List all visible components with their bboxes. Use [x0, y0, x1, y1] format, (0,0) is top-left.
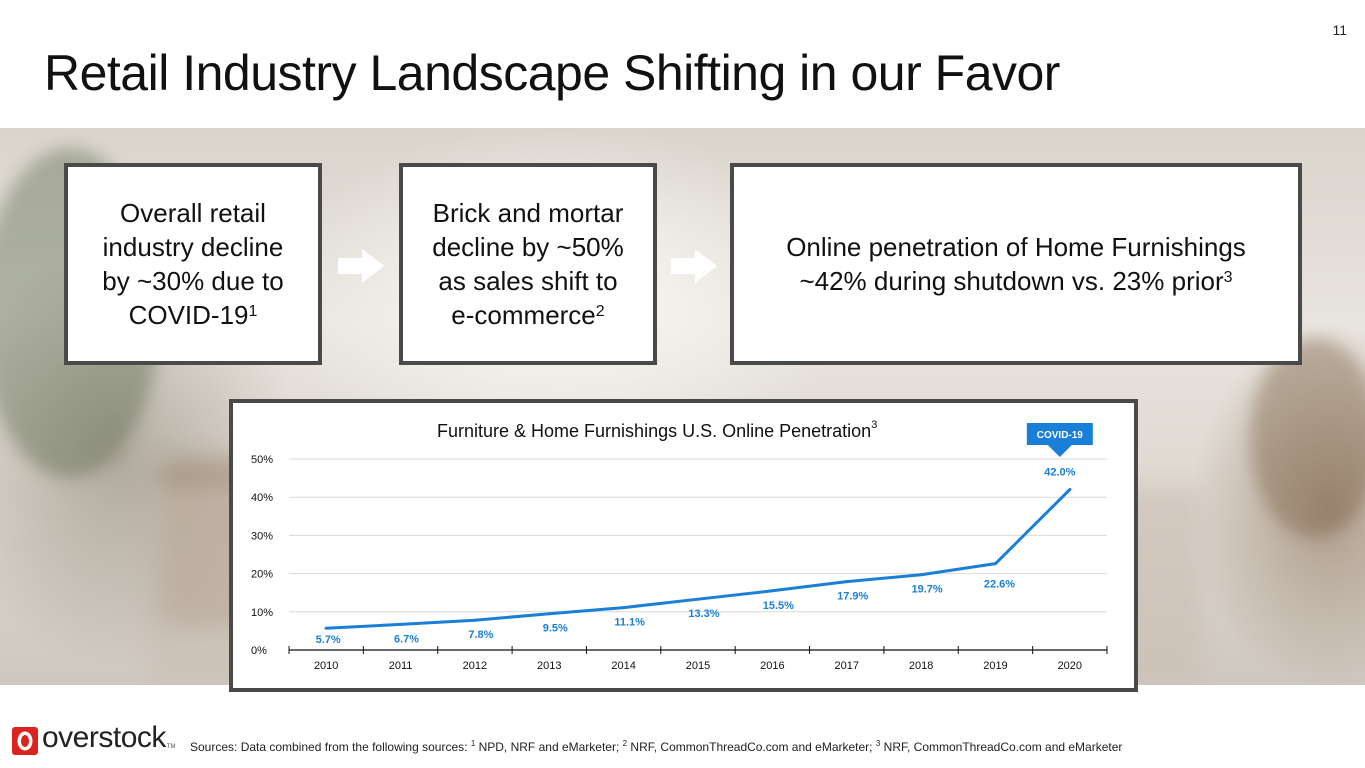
data-point — [622, 606, 626, 610]
data-point — [770, 589, 774, 593]
footnote-ref: 2 — [595, 303, 605, 320]
sources-prefix: Sources: Data combined from the followin… — [190, 740, 471, 754]
y-tick-label: 20% — [251, 569, 273, 581]
sources-footnote: Sources: Data combined from the followin… — [190, 739, 1123, 754]
source-ref: 1 — [470, 739, 476, 748]
box-line: Brick and mortar — [432, 198, 624, 228]
slide-title: Retail Industry Landscape Shifting in ou… — [44, 45, 1060, 101]
data-point — [324, 626, 328, 630]
box-line: Overall retail — [120, 198, 266, 228]
chart-title: Furniture & Home Furnishings U.S. Online… — [437, 419, 878, 442]
overstock-logo: overstock TM — [12, 721, 176, 758]
data-point — [1068, 488, 1072, 492]
x-tick-label: 2020 — [1058, 660, 1082, 672]
box-line: as sales shift to — [438, 266, 618, 296]
data-label: 22.6% — [984, 579, 1015, 591]
data-label: 42.0% — [1044, 467, 1075, 479]
data-label: 9.5% — [543, 623, 568, 635]
chart-frame — [229, 399, 1138, 692]
source-text: NRF, CommonThreadCo.com and eMarketer — [880, 740, 1123, 754]
data-label: 11.1% — [614, 617, 645, 629]
source-ref: 3 — [875, 739, 881, 748]
box-line: e-commerce — [451, 300, 596, 330]
covid-callout-label: COVID-19 — [1037, 430, 1084, 441]
x-tick-label: 2018 — [909, 660, 933, 672]
right-arrow-icon — [338, 249, 384, 283]
logo-wordmark: overstock — [42, 721, 166, 754]
box-line: Online penetration of Home Furnishings — [786, 232, 1246, 262]
source-ref: 2 — [622, 739, 628, 748]
data-label: 13.3% — [688, 608, 719, 620]
x-tick-label: 2011 — [389, 660, 413, 672]
box-line: ~42% during shutdown vs. 23% prior — [799, 266, 1224, 296]
x-tick-label: 2014 — [611, 660, 635, 672]
chart-title-text: Furniture & Home Furnishings U.S. Online… — [437, 421, 872, 441]
footnote-ref: 1 — [248, 303, 258, 320]
data-point — [845, 580, 849, 584]
box-line: industry decline — [102, 232, 284, 262]
data-point — [919, 573, 923, 577]
data-point — [547, 612, 551, 616]
data-label: 7.8% — [468, 629, 493, 641]
footnote-ref: 3 — [871, 419, 878, 431]
box-line: decline by ~50% — [432, 232, 624, 262]
retail-decline-box: Overall retail industry decline by ~30% … — [64, 163, 322, 365]
y-tick-label: 10% — [251, 607, 273, 619]
logo-trademark: TM — [166, 744, 176, 750]
x-tick-label: 2012 — [463, 660, 487, 672]
data-point — [696, 597, 700, 601]
data-point — [993, 562, 997, 566]
y-tick-label: 30% — [251, 530, 273, 542]
data-label: 5.7% — [316, 634, 341, 646]
online-penetration-box: Online penetration of Home Furnishings ~… — [730, 163, 1302, 365]
data-label: 15.5% — [763, 600, 794, 612]
data-point — [473, 618, 477, 622]
x-tick-label: 2017 — [834, 660, 858, 672]
footnote-ref: 3 — [1223, 269, 1233, 286]
box-line: COVID-19 — [128, 300, 249, 330]
line-chart: 0% 10% 20% 30% 40% 50% 2010 2011 2012 2013 2014 201… — [251, 423, 1108, 672]
y-tick-label: 50% — [251, 454, 273, 466]
overstock-logo-icon — [12, 727, 38, 755]
page-number: 11 — [1332, 22, 1347, 38]
box-line: by ~30% due to — [102, 266, 284, 296]
x-tick-label: 2013 — [537, 660, 561, 672]
right-arrow-icon — [671, 249, 717, 283]
x-tick-label: 2015 — [686, 660, 710, 672]
covid-callout-badge — [1026, 423, 1093, 457]
x-tick-label: 2019 — [983, 660, 1007, 672]
data-label: 6.7% — [394, 633, 419, 645]
data-label: 17.9% — [837, 591, 868, 603]
data-label: 19.7% — [911, 584, 942, 596]
x-tick-label: 2010 — [314, 660, 338, 672]
data-point — [399, 622, 403, 626]
y-tick-label: 0% — [251, 645, 267, 657]
source-text: NRF, CommonThreadCo.com and eMarketer; — [627, 740, 876, 754]
source-text: NPD, NRF and eMarketer; — [475, 740, 623, 754]
x-tick-label: 2016 — [760, 660, 784, 672]
y-tick-label: 40% — [251, 492, 273, 504]
brick-and-mortar-box: Brick and mortar decline by ~50% as sale… — [399, 163, 657, 365]
